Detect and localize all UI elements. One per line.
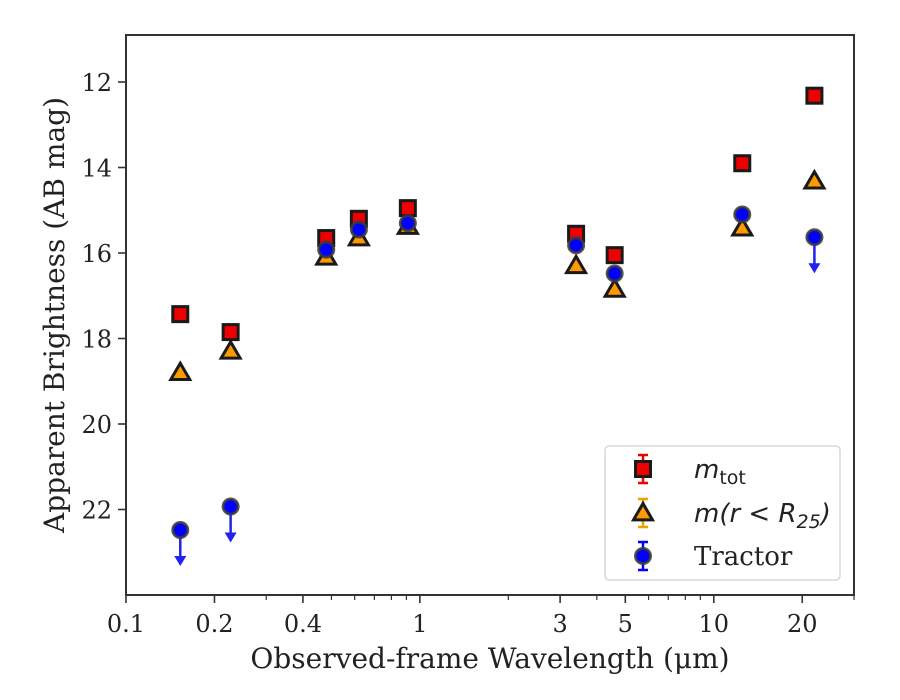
- mtot-point: [398, 199, 417, 218]
- plot-frame: [125, 34, 855, 596]
- x-axis-label: Observed-frame Wavelength (μm): [250, 642, 729, 675]
- legend-marker-square: [634, 460, 652, 478]
- y-tick-label: 12: [81, 69, 112, 97]
- legend-label: Tractor: [694, 542, 793, 572]
- mtot-point: [733, 154, 752, 173]
- y-tick-label: 16: [81, 240, 112, 268]
- legend-label: m(r < R25): [694, 499, 831, 533]
- tractor-point: [171, 521, 190, 540]
- tractor-point: [398, 214, 417, 233]
- x-tick-label: 0.1: [107, 610, 145, 638]
- tractor-point: [733, 205, 752, 224]
- y-tick-label: 20: [81, 411, 112, 439]
- x-tick-label: 3: [552, 610, 567, 638]
- legend-label: mtot: [694, 455, 746, 489]
- upper-limit-arrowhead: [224, 532, 237, 543]
- y-tick-label: 22: [81, 497, 112, 525]
- upper-limit-arrowhead: [808, 263, 821, 274]
- mtot-point: [605, 246, 624, 265]
- mr25-point: [168, 360, 193, 382]
- x-tick-label: 1: [412, 610, 427, 638]
- tractor-point: [805, 228, 824, 247]
- mr25-point: [563, 253, 589, 275]
- upper-limit-arrowhead: [174, 556, 187, 567]
- x-tick-label: 0.4: [284, 610, 322, 638]
- legend-marker-triangle: [630, 500, 656, 522]
- tractor-point: [567, 236, 586, 255]
- mtot-point: [171, 305, 190, 324]
- legend-box: [604, 445, 841, 581]
- data-marks: [168, 86, 827, 567]
- x-tick-label: 0.2: [195, 610, 233, 638]
- mr25-point: [802, 168, 827, 190]
- y-tick-label: 18: [81, 326, 112, 354]
- y-tick-label: 14: [81, 155, 112, 183]
- mtot-point: [805, 86, 824, 105]
- tractor-point: [317, 240, 336, 259]
- axis-ticks: 0.1 0.2 0.4 1 3 5 10 20 12 14 16 18 20 22: [81, 69, 855, 638]
- tractor-point: [605, 264, 624, 283]
- legend-marker-circle: [634, 547, 652, 565]
- x-tick-label: 10: [699, 610, 730, 638]
- tractor-point: [349, 220, 368, 239]
- mr25-point: [218, 338, 243, 360]
- tractor-point: [221, 497, 240, 516]
- x-tick-label: 5: [618, 610, 633, 638]
- legend: mtot m(r < R25) Tractor: [604, 445, 841, 581]
- mr25-point: [602, 276, 627, 298]
- y-axis-label: Apparent Brightness (AB mag): [38, 97, 71, 534]
- x-tick-label: 20: [787, 610, 818, 638]
- mtot-point: [221, 323, 240, 342]
- mr25-point: [730, 215, 755, 237]
